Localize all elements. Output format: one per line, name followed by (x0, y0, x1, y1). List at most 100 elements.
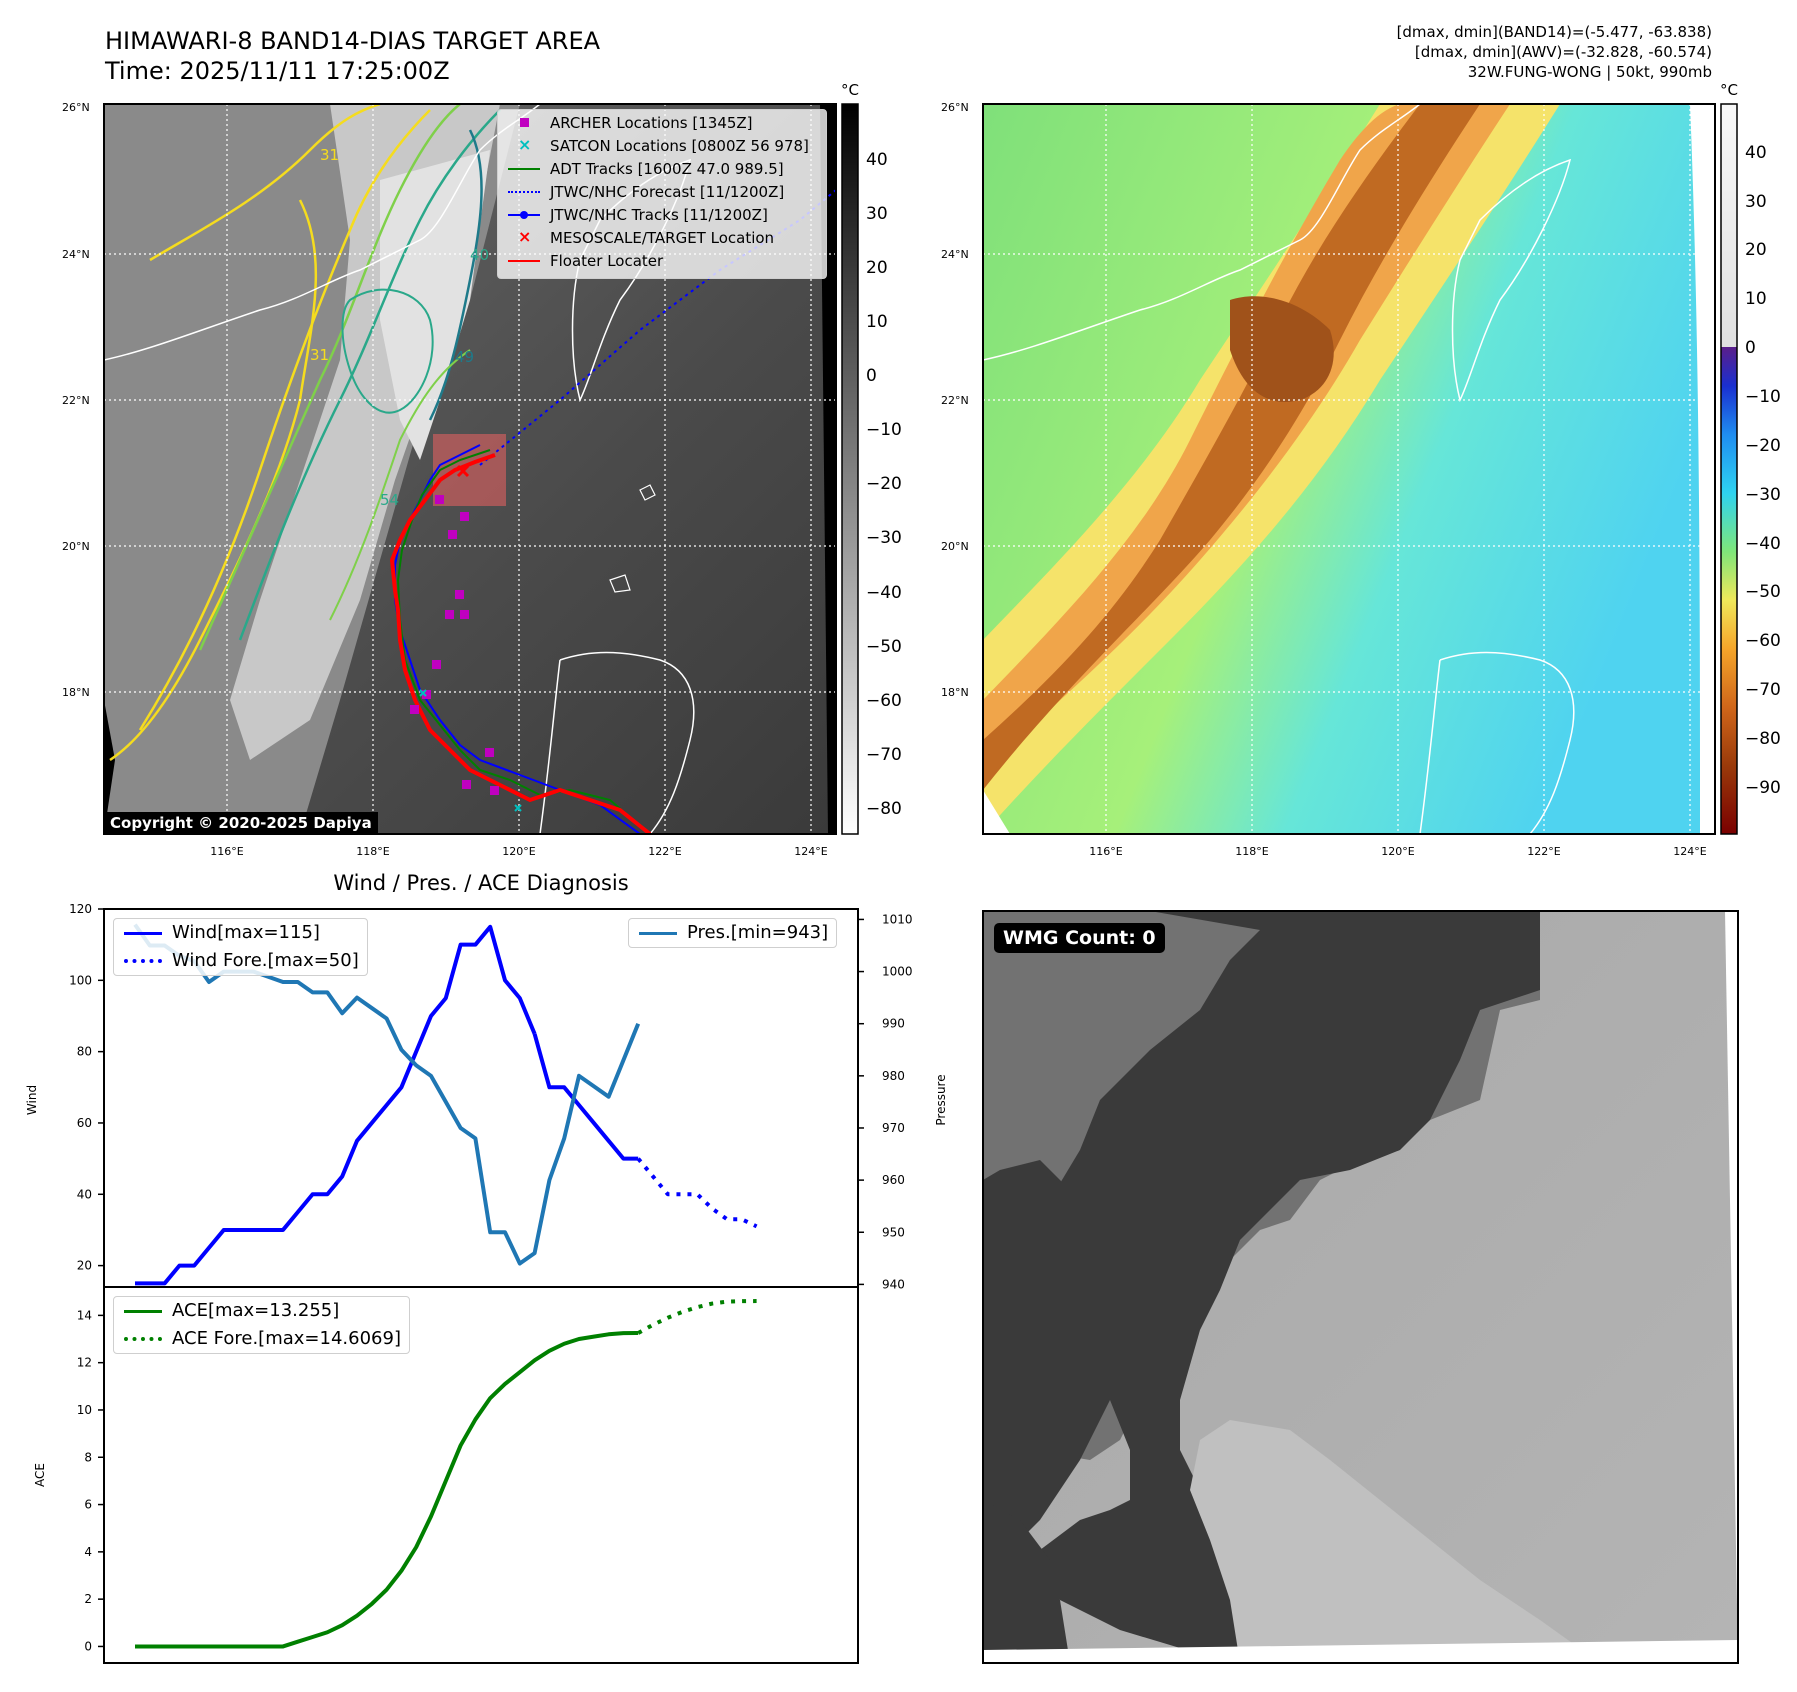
legend-item-wind-forecast: Wind Fore.[max=50] (114, 947, 367, 975)
cbar-tick: 20 (866, 258, 888, 278)
cbar-tick: −20 (1745, 436, 1781, 456)
legend-marker (122, 919, 164, 947)
wmg-dark-region-2 (983, 1160, 1120, 1570)
cbar-tick: −60 (1745, 631, 1781, 651)
pressure-legend: Pres.[min=943] (628, 918, 838, 948)
lon-label: 122°E (1527, 845, 1560, 858)
legend-marker (506, 204, 542, 226)
y-tick-label: 120 (69, 902, 92, 916)
lon-label: 122°E (648, 845, 681, 858)
cbar-tick: 0 (866, 366, 877, 386)
cbar-tick: 40 (1745, 143, 1767, 163)
legend-item-floater: Floater Locater (506, 250, 663, 272)
contour-label: 31 (320, 146, 339, 164)
series-line-0 (135, 924, 537, 1286)
ace-ylabel: ACE (33, 1463, 47, 1487)
floater-track (389, 453, 652, 834)
y-tick-label: 20 (77, 1259, 92, 1273)
lon-label: 124°E (794, 845, 827, 858)
legend-label: Wind Fore.[max=50] (172, 950, 359, 971)
awv-frame (982, 103, 1716, 835)
wmg-dark-region-3 (983, 1500, 1070, 1663)
contour-darkteal (428, 129, 483, 421)
legend-item-wind: Wind[max=115] (114, 919, 367, 947)
awv-colorbar-ticks: 40 30 20 10 0 −10 −20 −30 −40 −50 −60 −7… (1745, 143, 1781, 798)
lat-label: 18°N (941, 686, 969, 699)
legend-label: SATCON Locations [0800Z 56 978] (550, 137, 809, 155)
legend-label: ARCHER Locations [1345Z] (550, 114, 753, 132)
legend-item-pressure: Pres.[min=943] (629, 919, 836, 947)
y2-tick-label: 950 (882, 1225, 905, 1239)
lat-label: 26°N (62, 101, 90, 114)
band14-colorbar-ticks: 40 30 20 10 0 −10 −20 −30 −40 −50 −60 −7… (866, 150, 902, 819)
cbar-tick: −90 (1745, 778, 1781, 798)
lat-label: 20°N (62, 540, 90, 553)
awv-colorbar-warm (1721, 104, 1737, 347)
contour-label: 40 (470, 246, 489, 264)
coastline-islands (609, 484, 656, 593)
awv-colorbar-frame (1720, 103, 1738, 835)
contour-teal (238, 109, 501, 641)
lat-label: 26°N (941, 101, 969, 114)
awv-offdisk-edge (1690, 104, 1715, 834)
contour-label: 54 (380, 491, 399, 509)
satcon-locations (419, 689, 522, 812)
awv-core (1230, 296, 1334, 402)
lat-label: 22°N (941, 394, 969, 407)
cbar-tick: −10 (1745, 387, 1781, 407)
contour-teal-ring (341, 288, 434, 414)
ir-lat-labels: 26°N 24°N 22°N 20°N 18°N (62, 101, 90, 699)
lon-label: 120°E (1381, 845, 1414, 858)
contour-yellow-2 (138, 109, 431, 731)
cbar-tick: −30 (1745, 485, 1781, 505)
cbar-tick: −50 (866, 637, 902, 657)
ace-chart: 0 2 4 6 8 10 12 14 (77, 1299, 757, 1653)
cbar-tick: 20 (1745, 240, 1767, 260)
ace-frame (103, 1286, 859, 1664)
map-legend: ARCHER Locations [1345Z] × SATCON Locatio… (497, 109, 827, 279)
awv-coastline-china (983, 104, 1421, 361)
info-line1: [dmax, dmin](BAND14)=(-5.477, -63.838) (1396, 23, 1712, 41)
diagnosis-title: Wind / Pres. / ACE Diagnosis (333, 871, 628, 895)
wmg-dark-region (1040, 911, 1540, 1663)
lon-label: 116°E (210, 845, 243, 858)
legend-label: ACE[max=13.255] (172, 1300, 340, 1321)
y-tick-label: 8 (84, 1450, 92, 1464)
wmg-light-region (1190, 1420, 1600, 1663)
y-tick-label: 12 (77, 1356, 92, 1370)
y2-tick-label: 980 (882, 1069, 905, 1083)
legend-item-adt: ADT Tracks [1600Z 47.0 989.5] (506, 158, 784, 180)
legend-item-archer: ARCHER Locations [1345Z] (506, 112, 753, 134)
lon-label: 118°E (356, 845, 389, 858)
coastline-luzon (539, 651, 695, 834)
y-tick-label: 6 (84, 1498, 92, 1512)
y2-tick-label: 1010 (882, 912, 913, 926)
info-block: [dmax, dmin](BAND14)=(-5.477, -63.838) [… (1397, 22, 1712, 82)
legend-item-ace-forecast: ACE Fore.[max=14.6069] (114, 1325, 409, 1353)
y-tick-label: 2 (84, 1592, 92, 1606)
wmg-frame (982, 910, 1739, 1664)
y2-tick-label: 960 (882, 1173, 905, 1187)
cbar-tick: 30 (1745, 192, 1767, 212)
cbar-tick: −40 (1745, 534, 1781, 554)
wind-pressure-chart: 20 40 60 80 100 120 940 950 960 970 980 990 1000 1010 (69, 902, 912, 1291)
lat-label: 20°N (941, 540, 969, 553)
title-line1: HIMAWARI-8 BAND14-DIAS TARGET AREA (105, 27, 601, 55)
figure-title: HIMAWARI-8 BAND14-DIAS TARGET AREA Time:… (105, 26, 600, 86)
awv-offdisk-left (983, 790, 1010, 834)
y-tick-label: 100 (69, 973, 92, 987)
band14-colorbar-unit: °C (841, 81, 859, 99)
legend-item-jtwc-tracks: JTWC/NHC Tracks [11/1200Z] (506, 204, 768, 226)
pressure-ylabel: Pressure (934, 1074, 948, 1125)
title-line2: Time: 2025/11/11 17:25:00Z (105, 57, 450, 85)
y-tick-label: 0 (84, 1639, 92, 1653)
lon-label: 120°E (502, 845, 535, 858)
cbar-tick: 30 (866, 204, 888, 224)
contour-lightgreen-2 (329, 349, 471, 621)
coastline-china (104, 104, 541, 361)
awv-colorbar-unit: °C (1720, 81, 1738, 99)
ir-offdisk-left (104, 700, 115, 834)
ir-offdisk-edge (820, 104, 836, 834)
awv-moist-band-core (983, 104, 1480, 790)
ir-frame (103, 103, 837, 835)
